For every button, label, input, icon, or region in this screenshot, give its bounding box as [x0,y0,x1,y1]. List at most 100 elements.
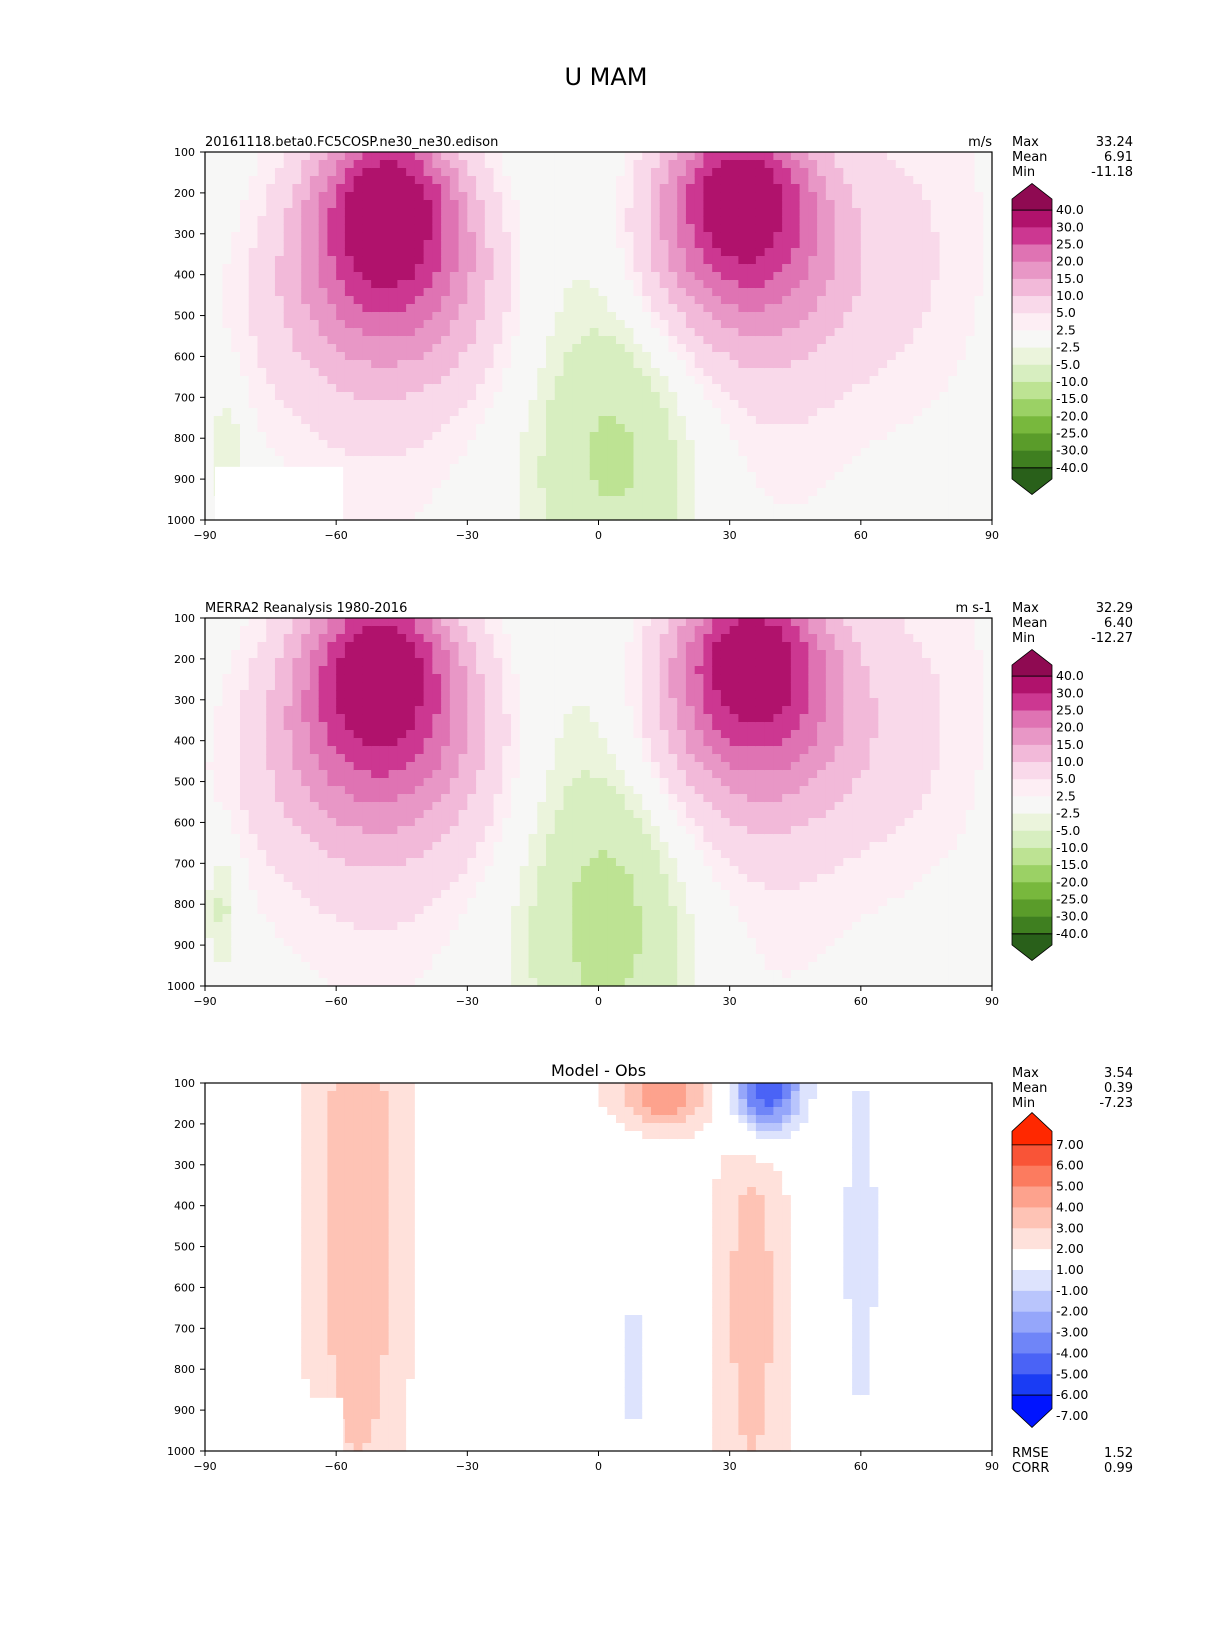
contour-cell [703,248,713,257]
contour-cell [266,336,276,345]
contour-cell [344,328,355,337]
contour-cell [257,618,267,627]
contour-cell [327,288,337,297]
contour-cell [633,240,643,249]
contour-cell [388,168,398,177]
contour-cell [624,304,635,313]
contour-cell [371,304,381,313]
contour-cell [318,962,329,971]
contour-cell [231,248,241,257]
contour-cell [318,320,329,329]
contour-cell [467,432,477,441]
contour-cell [546,344,556,353]
contour-cell [572,448,582,457]
contour-cell [913,200,923,209]
contour-cell [983,512,993,521]
contour-cell [309,866,320,875]
contour-cell [773,256,783,265]
contour-cell [301,682,311,691]
contour-cell [205,802,215,811]
contour-cell [843,256,853,265]
contour-cell [922,152,932,161]
contour-cell [659,368,670,377]
contour-cell [205,834,215,843]
contour-cell [379,432,390,441]
contour-cell [554,472,565,481]
contour-cell [213,722,224,731]
contour-cell [659,472,670,481]
contour-cell [309,408,320,417]
contour-cell [292,906,302,915]
contour-cell [572,440,582,449]
contour-cell [239,626,250,635]
contour-cell [581,280,591,289]
contour-cell [248,970,259,979]
contour-cell [738,160,748,169]
contour-cell [205,416,215,425]
contour-cell [869,200,879,209]
contour-cell [729,448,740,457]
contour-cell [703,488,713,497]
contour-cell [257,962,267,971]
contour-cell [983,176,993,185]
contour-cell [913,360,923,369]
contour-cell [283,922,294,931]
contour-cell [301,962,311,971]
contour-cell [511,472,521,481]
contour-cell [852,376,862,385]
contour-cell [615,168,626,177]
contour-cell [712,328,722,337]
contour-cell [362,232,372,241]
contour-cell [344,488,355,497]
contour-cell [563,184,573,193]
contour-cell [685,160,696,169]
contour-cell [266,272,276,281]
contour-cell [484,272,495,281]
contour-cell [922,440,932,449]
contour-cell [449,160,460,169]
contour-cell [677,360,687,369]
contour-cell [309,658,320,667]
contour-cell [808,336,818,345]
contour-cell [239,352,250,361]
contour-cell [782,248,792,257]
contour-cell [283,762,294,771]
contour-cell [633,400,643,409]
contour-cell [231,714,241,723]
contour-cell [939,240,949,249]
contour-cell [948,408,958,417]
contour-cell [860,256,871,265]
contour-cell [205,472,215,481]
contour-cell [301,882,311,891]
contour-cell [362,424,372,433]
contour-cell [825,440,836,449]
contour-cell [729,432,740,441]
contour-cell [257,850,267,859]
contour-cell [615,480,626,489]
contour-cell [615,344,626,353]
contour-cell [318,448,329,457]
contour-cell [598,216,608,225]
contour-cell [344,392,355,401]
contour-cell [239,288,250,297]
contour-cell [554,352,565,361]
contour-cell [423,376,433,385]
contour-cell [720,240,731,249]
contour-cell [729,496,740,505]
contour-cell [257,698,267,707]
contour-cell [834,464,844,473]
contour-cell [318,818,329,827]
contour-cell [738,448,748,457]
contour-cell [213,930,224,939]
contour-cell [773,176,783,185]
contour-cell [231,794,241,803]
contour-cell [790,288,801,297]
contour-cell [493,368,503,377]
contour-cell [274,762,285,771]
contour-cell [362,384,372,393]
contour-cell [624,272,635,281]
contour-cell [554,512,565,521]
contour-cell [581,248,591,257]
contour-cell [449,328,460,337]
contour-cell [248,794,259,803]
